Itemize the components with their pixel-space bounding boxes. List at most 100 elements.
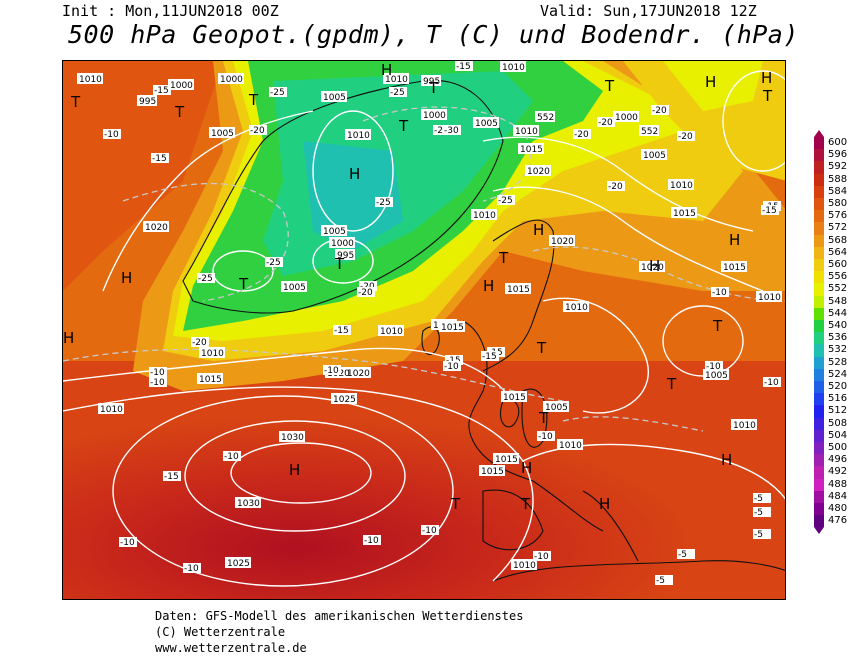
pressure-label: 1005 xyxy=(321,225,347,237)
high-symbol: H xyxy=(483,277,494,295)
pressure-label: 1010 xyxy=(345,129,371,141)
temp-label: -5 xyxy=(753,507,771,518)
legend-label: 552 xyxy=(828,283,848,295)
svg-text:-5: -5 xyxy=(656,576,665,586)
pressure-label: 1000 xyxy=(168,79,194,91)
svg-text:1015: 1015 xyxy=(723,263,746,273)
svg-text:-10: -10 xyxy=(712,288,727,298)
temp-label: -15 xyxy=(455,61,473,72)
temp-label: -20 xyxy=(607,181,625,192)
isobar-1010-n xyxy=(482,136,754,232)
svg-text:1025: 1025 xyxy=(333,395,356,405)
svg-text:-10: -10 xyxy=(422,526,437,536)
legend-label: 592 xyxy=(828,161,848,173)
pressure-label: 995 xyxy=(421,75,441,87)
low-symbol: T xyxy=(450,495,461,513)
svg-text:1005: 1005 xyxy=(475,119,498,129)
pressure-label: 1005 xyxy=(281,281,307,293)
pressure-label: 1015 xyxy=(505,283,531,295)
svg-text:-10: -10 xyxy=(538,432,553,442)
svg-text:1010: 1010 xyxy=(100,405,123,415)
temp-label: -20 xyxy=(677,131,695,142)
pressure-label: 1010 xyxy=(471,209,497,221)
svg-text:-5: -5 xyxy=(754,508,763,518)
legend-label: 556 xyxy=(828,271,848,283)
legend-label: 568 xyxy=(828,234,848,246)
temp-label: -15 xyxy=(163,471,181,482)
temp-label: -10 xyxy=(421,525,439,536)
pressure-label: 1010 xyxy=(98,403,124,415)
svg-text:1010: 1010 xyxy=(201,349,224,359)
svg-text:552: 552 xyxy=(537,113,554,123)
legend-swatch xyxy=(814,490,824,503)
svg-text:1010: 1010 xyxy=(565,303,588,313)
pressure-label: 1010 xyxy=(513,125,539,137)
pressure-label: 552 xyxy=(639,125,659,137)
svg-text:995: 995 xyxy=(337,251,354,261)
pressure-label: 1020 xyxy=(143,221,169,233)
svg-text:-25: -25 xyxy=(434,126,449,136)
svg-text:1010: 1010 xyxy=(559,441,582,451)
legend-swatch xyxy=(814,295,824,308)
temp-label: -15 xyxy=(481,351,499,362)
svg-text:1010: 1010 xyxy=(502,63,525,73)
temp-label: -25 xyxy=(389,87,407,98)
legend-swatch xyxy=(814,368,824,381)
high-symbol: H xyxy=(349,165,360,183)
isobar-1010-c xyxy=(542,297,649,414)
low-symbol: T xyxy=(498,249,509,267)
svg-text:-25: -25 xyxy=(390,88,405,98)
legend-label: 572 xyxy=(828,222,848,234)
legend-label: 492 xyxy=(828,466,848,478)
pressure-label: 1020 xyxy=(525,165,551,177)
temp-label: -20 xyxy=(597,117,615,128)
isobar-ne xyxy=(722,70,785,172)
svg-text:1015: 1015 xyxy=(507,285,530,295)
footer-copyright: (C) Wetterzentrale xyxy=(155,625,286,639)
legend-swatch xyxy=(814,234,824,247)
pressure-label-group: 1010 1000 995 1000 1010 995 1005 1000 10… xyxy=(77,61,782,571)
temp-label: -25 xyxy=(269,87,287,98)
low-symbol: T xyxy=(520,495,531,513)
svg-text:1010: 1010 xyxy=(733,421,756,431)
high-symbol: H xyxy=(63,329,74,347)
svg-text:-15: -15 xyxy=(456,62,471,72)
low-symbol: T xyxy=(398,117,409,135)
isobar-1025 xyxy=(112,395,454,587)
legend-label: 588 xyxy=(828,173,848,185)
legend-swatch xyxy=(814,344,824,357)
isobar-1015 xyxy=(63,347,514,402)
italy-coast xyxy=(582,490,639,562)
africa-coast xyxy=(492,560,785,582)
low-symbol: T xyxy=(248,91,259,109)
temp-label: -20 xyxy=(651,105,669,116)
legend-label: 480 xyxy=(828,503,848,514)
temp-label: -30 xyxy=(443,125,461,136)
low-symbol: T xyxy=(536,339,547,357)
temp-label: -20 xyxy=(249,125,267,136)
svg-text:-30: -30 xyxy=(444,126,459,136)
legend-label: 584 xyxy=(828,185,848,197)
isobars xyxy=(63,70,785,587)
pressure-label: 1005 xyxy=(703,369,729,381)
svg-text:1005: 1005 xyxy=(211,129,234,139)
footer-source: Daten: GFS-Modell des amerikanischen Wet… xyxy=(155,609,524,623)
legend-label: 540 xyxy=(828,320,848,331)
west-field xyxy=(63,61,223,291)
svg-text:1015: 1015 xyxy=(495,455,518,465)
pressure-label: 1015 xyxy=(671,207,697,219)
temp-label: -10 xyxy=(537,431,555,442)
temp-label: -25 xyxy=(433,125,451,136)
legend-swatch xyxy=(814,173,824,186)
svg-text:-25: -25 xyxy=(270,88,285,98)
pressure-label: 1025 xyxy=(331,393,357,405)
temp-label: -10 xyxy=(323,365,341,376)
temp-label: -25 xyxy=(197,273,215,284)
temp-label-group: -15 -15 -20 -25 -25 -20 -25 -30 -25 -20 … xyxy=(103,61,781,586)
high-symbol: H xyxy=(121,269,132,287)
svg-text:1020: 1020 xyxy=(145,223,168,233)
pressure-label: 1005 xyxy=(209,127,235,139)
pressure-label: 1010 xyxy=(557,439,583,451)
legend-label: 496 xyxy=(828,454,848,466)
svg-text:-10: -10 xyxy=(224,452,239,462)
